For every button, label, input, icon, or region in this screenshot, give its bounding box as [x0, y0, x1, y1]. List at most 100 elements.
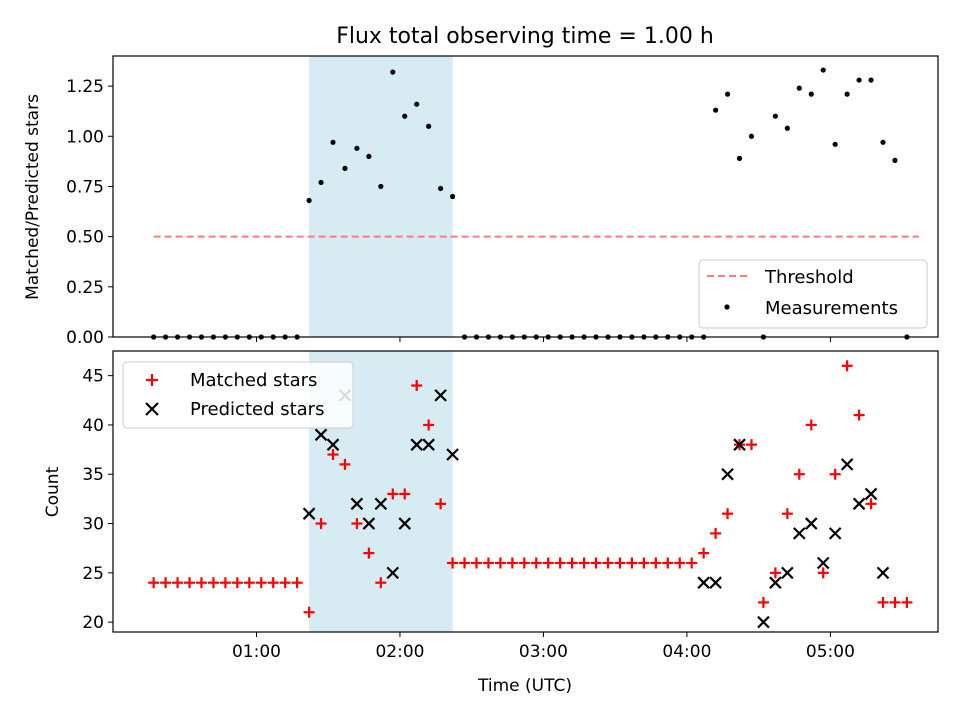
legend-predicted-swatch: [145, 402, 159, 416]
matched-star-point: [626, 557, 638, 569]
measurement-point: [880, 139, 886, 145]
top-chart-title: Flux total observing time = 1.00 h: [336, 24, 714, 49]
measurement-point: [892, 157, 898, 163]
predicted-star-point: [410, 438, 423, 451]
measurement-point: [449, 193, 456, 200]
matched-star-point: [793, 468, 805, 480]
matched-star-point: [279, 577, 291, 589]
matched-star-point: [578, 557, 590, 569]
bottom-y-tick-label: 25: [82, 564, 104, 584]
predicted-star-point: [721, 467, 734, 481]
bottom-x-ticks: 01:00 02:00 03:00 04:00 05:00: [232, 632, 855, 662]
matched-star-point: [650, 557, 662, 569]
predicted-star-point: [386, 566, 400, 580]
matched-star-point: [829, 468, 841, 480]
predicted-star-point: [757, 615, 770, 629]
matched-star-point: [148, 577, 160, 589]
legend-measurements-label: Measurements: [765, 298, 898, 319]
matched-star-point: [423, 419, 435, 431]
bottom-y-tick-label: 40: [82, 416, 104, 436]
predicted-star-point: [446, 448, 459, 461]
measurement-point: [390, 69, 396, 75]
matched-star-point: [315, 518, 327, 530]
bottom-x-tick-label: 01:00: [232, 642, 281, 662]
matched-star-point: [506, 557, 518, 569]
predicted-star-point: [709, 576, 722, 589]
matched-star-point: [327, 449, 339, 461]
predicted-star-point: [434, 389, 447, 402]
matched-star-point: [243, 577, 255, 589]
matched-star-point: [817, 567, 829, 579]
matched-star-point: [375, 577, 387, 589]
predicted-star-point: [697, 576, 710, 589]
matched-star-point: [411, 380, 423, 392]
top-y-tick-label: 0.25: [66, 278, 104, 298]
top-y-axis-label: Matched/Predicted stars: [23, 94, 43, 300]
measurement-point: [736, 155, 743, 161]
measurement-point: [832, 141, 838, 147]
matched-star-point: [267, 577, 279, 589]
matched-star-point: [184, 577, 196, 589]
bottom-y-tick-label: 30: [82, 515, 104, 535]
matched-star-point: [590, 557, 602, 569]
matched-star-point: [435, 498, 447, 510]
matched-star-point: [662, 557, 674, 569]
top-y-tick-label: 1.00: [66, 127, 104, 147]
matched-star-point: [865, 498, 877, 510]
measurement-point: [402, 113, 408, 119]
bottom-legend: Matched stars Predicted stars: [122, 361, 354, 429]
measurement-point: [748, 133, 755, 139]
top-x-ticks: [255, 337, 831, 342]
bottom-y-axis-label: Count: [43, 466, 63, 517]
top-shaded-region: [309, 56, 453, 337]
legend-predicted-label: Predicted stars: [190, 399, 324, 420]
matched-star-point: [494, 557, 506, 569]
measurement-point: [438, 185, 444, 192]
matched-star-point: [387, 488, 399, 500]
bottom-x-tick-label: 05:00: [806, 642, 855, 662]
matched-star-point: [399, 488, 411, 500]
matched-star-point: [853, 409, 865, 421]
matched-star-point: [470, 557, 482, 569]
predicted-star-point: [302, 507, 316, 520]
top-y-tick-label: 0.75: [66, 177, 104, 197]
matched-star-point: [459, 557, 471, 569]
predicted-star-point: [828, 527, 842, 540]
bottom-panel: 20 25 30 35 40 45 01:00 02:00 03:00 04:00 05:00 T…: [43, 350, 939, 696]
matched-star-point: [781, 508, 793, 520]
predicted-star-point: [350, 497, 364, 511]
matched-star-point: [769, 567, 781, 579]
predicted-star-point: [733, 438, 746, 451]
predicted-star-point: [769, 576, 782, 589]
matched-star-point: [195, 577, 207, 589]
matched-star-point: [339, 458, 351, 470]
matched-star-point: [255, 577, 267, 589]
bottom-y-tick-label: 35: [82, 465, 104, 485]
measurement-point: [724, 91, 731, 97]
legend-matched-swatch: [146, 374, 158, 386]
matched-stars-points: [148, 360, 913, 618]
predicted-star-point: [314, 428, 328, 442]
matched-star-point: [207, 577, 219, 589]
measurement-point: [366, 153, 372, 159]
legend-threshold-label: Threshold: [764, 267, 854, 288]
predicted-star-point: [816, 556, 830, 570]
bottom-plot-frame: [112, 350, 939, 633]
predicted-star-point: [840, 458, 854, 471]
bottom-x-tick-label: 02:00: [375, 642, 424, 662]
top-panel: 0.00 0.25 0.50 0.75 1.00 1.25 Flux total obse…: [23, 24, 939, 348]
top-plot-frame: [112, 55, 939, 338]
matched-star-point: [542, 557, 554, 569]
measurement-point: [342, 165, 348, 171]
matched-star-point: [518, 557, 530, 569]
measurement-point: [354, 145, 360, 151]
matched-star-point: [877, 596, 889, 608]
predicted-star-point: [804, 517, 818, 530]
matched-star-point: [841, 360, 853, 372]
measurement-point: [318, 179, 324, 186]
predicted-star-point: [781, 566, 794, 580]
measurement-point: [808, 91, 814, 97]
top-y-tick-label: 0.50: [66, 228, 104, 248]
measurement-point: [772, 113, 778, 119]
